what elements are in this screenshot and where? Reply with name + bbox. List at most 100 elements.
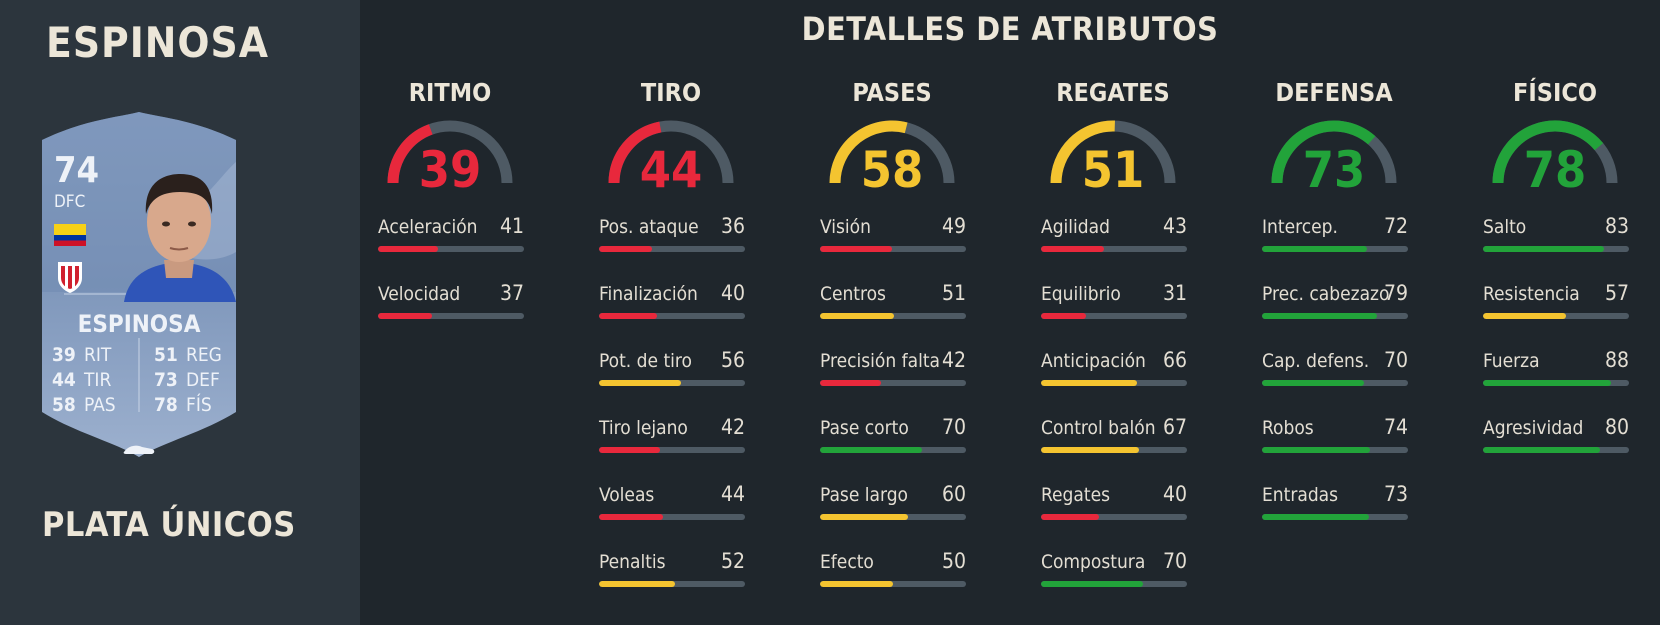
attribute-row: Fuerza 88 [1475, 346, 1635, 413]
attribute-value: 37 [499, 281, 524, 305]
attribute-row: Pase corto 70 [812, 413, 972, 480]
attribute-value: 44 [720, 482, 745, 506]
attribute-bar [820, 447, 966, 453]
attribute-name: Entradas [1262, 484, 1339, 506]
attribute-bar-fill [1262, 447, 1371, 453]
attribute-value: 67 [1162, 415, 1187, 439]
card-stat: 44 TIR [52, 369, 112, 391]
attribute-name: Centros [820, 283, 886, 305]
category-name: FÍSICO [1513, 78, 1597, 107]
category-name: PASES [852, 78, 932, 107]
attribute-name: Precisión falta [820, 350, 941, 372]
attribute-bar [1041, 514, 1187, 520]
attribute-value: 88 [1604, 348, 1629, 372]
attribute-name: Resistencia [1483, 283, 1580, 305]
attribute-name: Pase corto [820, 417, 909, 439]
attribute-bar-fill [820, 380, 882, 386]
attribute-row: Pase largo 60 [812, 480, 972, 547]
attribute-value: 73 [1383, 482, 1408, 506]
attribute-bar [1041, 380, 1187, 386]
attribute-row: Robos 74 [1254, 413, 1414, 480]
attribute-name: Pase largo [820, 484, 909, 506]
attribute-name: Intercep. [1262, 216, 1338, 238]
attribute-row: Compostura 70 [1033, 547, 1193, 614]
attribute-bar [1041, 581, 1187, 587]
attribute-bar [1041, 313, 1187, 319]
attribute-name: Voleas [599, 484, 655, 506]
attribute-bar-fill [1041, 581, 1144, 587]
attribute-bar [820, 581, 966, 587]
attribute-bar [1483, 380, 1629, 386]
player-panel: ESPINOSA 74 DFC [0, 0, 360, 625]
attribute-bar-fill [1041, 313, 1087, 319]
category-value: 39 [418, 141, 482, 199]
attribute-value: 31 [1162, 281, 1187, 305]
attribute-value: 70 [1162, 549, 1187, 573]
attribute-name: Control balón [1041, 417, 1156, 439]
player-name: ESPINOSA [46, 18, 269, 67]
gauge-fill [829, 120, 908, 184]
attribute-bar [820, 246, 966, 252]
attribute-name: Equilibrio [1041, 283, 1121, 305]
category-column: RITMO 39 Aceleración 41 Velocidad 37 [370, 76, 530, 346]
attribute-bar [1483, 447, 1629, 453]
attribute-value: 60 [941, 482, 966, 506]
card-stat: 51 REG [154, 344, 222, 366]
attribute-value: 42 [720, 415, 745, 439]
category-column: REGATES 51 Agilidad 43 Equilibrio 31 Anticipac… [1033, 76, 1193, 614]
attribute-bar-fill [1483, 246, 1605, 252]
attribute-name: Finalización [599, 283, 698, 305]
attribute-bar [1262, 514, 1408, 520]
attribute-bar-fill [378, 313, 433, 319]
card-version: PLATA ÚNICOS [42, 505, 296, 545]
attribute-row: Visión 49 [812, 212, 972, 279]
attribute-value: 42 [941, 348, 966, 372]
attribute-bar-fill [820, 514, 908, 520]
attribute-bar-fill [378, 246, 438, 252]
attribute-value: 49 [941, 214, 966, 238]
attribute-row: Velocidad 37 [370, 279, 530, 346]
attribute-bar-fill [820, 581, 893, 587]
category-value: 58 [860, 141, 924, 199]
attribute-bar [1262, 447, 1408, 453]
attribute-name: Tiro lejano [599, 417, 688, 439]
attribute-bar [1041, 246, 1187, 252]
attribute-name: Agresividad [1483, 417, 1584, 439]
attribute-row: Agilidad 43 [1033, 212, 1193, 279]
category-value: 73 [1302, 141, 1366, 199]
attribute-value: 43 [1162, 214, 1187, 238]
attribute-value: 40 [720, 281, 745, 305]
attribute-value: 41 [499, 214, 524, 238]
attribute-row: Salto 83 [1475, 212, 1635, 279]
attribute-bar [378, 313, 524, 319]
attribute-bar [599, 514, 745, 520]
attribute-value: 74 [1383, 415, 1408, 439]
card-player-name: ESPINOSA [77, 310, 201, 338]
attribute-row: Entradas 73 [1254, 480, 1414, 547]
attribute-value: 83 [1604, 214, 1629, 238]
attribute-bar-fill [599, 380, 681, 386]
category-value: 51 [1081, 141, 1145, 199]
attribute-value: 70 [1383, 348, 1408, 372]
attribute-bar-fill [599, 246, 652, 252]
attribute-bar-fill [820, 313, 895, 319]
gauge-fill [608, 121, 662, 184]
attribute-bar [1262, 380, 1408, 386]
attribute-name: Aceleración [378, 216, 478, 238]
attribute-bar [1483, 313, 1629, 319]
colombia-flag-icon [54, 224, 86, 246]
attribute-row: Anticipación 66 [1033, 346, 1193, 413]
attribute-bar-fill [820, 246, 892, 252]
card-stat: 73 DEF [154, 369, 220, 391]
attribute-bar-fill [599, 313, 658, 319]
attribute-row: Penaltis 52 [591, 547, 751, 614]
category-gauge: 51 [1033, 118, 1193, 199]
category-name: RITMO [408, 78, 492, 107]
gauge-fill [1050, 120, 1115, 184]
attribute-value: 56 [720, 348, 745, 372]
attribute-bar-fill [1041, 447, 1139, 453]
attribute-row: Equilibrio 31 [1033, 279, 1193, 346]
attribute-row: Pos. ataque 36 [591, 212, 751, 279]
attribute-bar-fill [599, 514, 664, 520]
attribute-row: Prec. cabezazo 79 [1254, 279, 1414, 346]
